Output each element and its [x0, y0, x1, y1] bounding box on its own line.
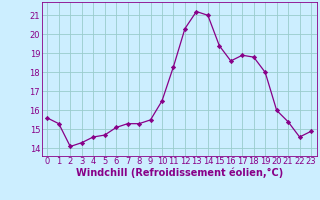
- X-axis label: Windchill (Refroidissement éolien,°C): Windchill (Refroidissement éolien,°C): [76, 168, 283, 178]
